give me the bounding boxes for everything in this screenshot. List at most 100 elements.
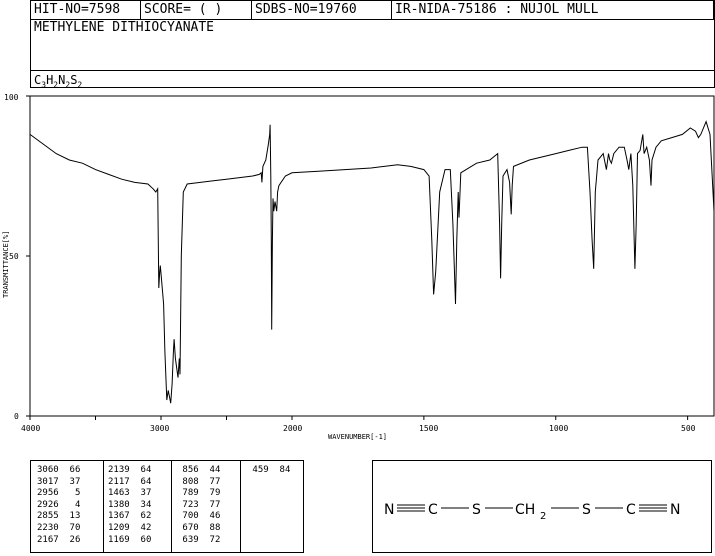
structure-panel: N C S CH 2 S C N	[372, 460, 712, 553]
peak-wavenumber: 789	[177, 488, 199, 499]
group-ch2: CH	[515, 502, 535, 518]
peak-row: 670 88	[177, 523, 220, 535]
peak-transmittance: 64	[129, 476, 152, 487]
peak-transmittance: 62	[129, 511, 152, 522]
peak-transmittance: 70	[58, 522, 81, 533]
peak-transmittance: 88	[198, 522, 221, 533]
subscript-2: 2	[540, 511, 546, 522]
peak-transmittance: 13	[58, 511, 81, 522]
peak-wavenumber: 2167	[37, 534, 59, 545]
header-panel: HIT-NO=7598 SCORE= ( ) SDBS-NO=19760 IR-…	[30, 0, 715, 89]
peak-row: 2855 13	[37, 511, 80, 523]
peak-transmittance: 84	[268, 465, 291, 475]
molecular-formula: C3H2N2S2	[34, 73, 83, 90]
peak-column-4: 459 84	[247, 465, 290, 477]
peak-column-1: 3060 66 3017 37 2956 5 2926 4 2855 13 2230 70…	[37, 465, 80, 546]
peak-wavenumber: 700	[177, 511, 199, 522]
peak-row: 3017 37	[37, 477, 80, 489]
peak-row: 3060 66	[37, 465, 80, 477]
y-tick-label: 100	[4, 93, 19, 102]
peak-row: 808 77	[177, 477, 220, 489]
peak-transmittance: 66	[58, 465, 81, 475]
score-field: SCORE= ( )	[141, 1, 252, 19]
x-tick-label: 4000	[21, 424, 40, 433]
peak-wavenumber: 2855	[37, 511, 59, 522]
peak-transmittance: 79	[198, 488, 221, 499]
peak-row: 1209 42	[108, 523, 151, 535]
x-tick-label: 2000	[283, 424, 302, 433]
peak-wavenumber: 2117	[108, 476, 130, 487]
peak-transmittance: 37	[129, 488, 152, 499]
peak-wavenumber: 459	[247, 465, 269, 475]
x-axis-label: WAVENUMBER[-1]	[328, 433, 387, 441]
plot-frame	[29, 95, 715, 417]
header-divider-bottom	[31, 70, 714, 71]
sdbs-number: SDBS-NO=19760	[252, 1, 392, 19]
peak-wavenumber: 3060	[37, 465, 59, 475]
peak-wavenumber: 1367	[108, 511, 130, 522]
atom-s: S	[472, 502, 481, 518]
peak-wavenumber: 3017	[37, 476, 59, 487]
peak-row: 789 79	[177, 488, 220, 500]
atom-s: S	[582, 502, 591, 518]
peak-transmittance: 26	[58, 534, 81, 545]
structure-diagram: N C S CH 2 S C N	[384, 502, 680, 522]
peak-wavenumber: 1209	[108, 522, 130, 533]
peak-wavenumber: 856	[177, 465, 199, 475]
peak-row: 1463 37	[108, 488, 151, 500]
peak-wavenumber: 670	[177, 522, 199, 533]
peak-wavenumber: 1380	[108, 499, 130, 510]
y-tick-label: 50	[9, 252, 19, 261]
peak-wavenumber: 2926	[37, 499, 59, 510]
peak-row: 1380 34	[108, 500, 151, 512]
peak-transmittance: 60	[129, 534, 152, 545]
peak-transmittance: 34	[129, 499, 152, 510]
peak-transmittance: 5	[58, 488, 81, 499]
peak-row: 700 46	[177, 511, 220, 523]
peak-row: 2139 64	[108, 465, 151, 477]
peak-row: 2926 4	[37, 500, 80, 512]
header-divider-top	[31, 19, 714, 20]
peak-wavenumber: 723	[177, 499, 199, 510]
column-divider	[103, 461, 104, 553]
atom-n: N	[384, 502, 394, 518]
peak-row: 639 72	[177, 535, 220, 547]
x-tick-label: 500	[681, 424, 696, 433]
hit-number: HIT-NO=7598	[31, 1, 141, 19]
peak-row: 459 84	[247, 465, 290, 477]
peak-row: 723 77	[177, 500, 220, 512]
column-divider	[171, 461, 172, 553]
y-tick-label: 0	[14, 412, 19, 421]
atom-n: N	[670, 502, 680, 518]
column-divider	[240, 461, 241, 553]
peak-column-2: 2139 64 2117 64 1463 37 1380 34 1367 62 1209 …	[108, 465, 151, 546]
ir-spectrum-chart: 100 50 0 4000 3000 2000 1500 1000 500 WA…	[2, 93, 715, 441]
x-tick-label: 1500	[419, 424, 438, 433]
peak-transmittance: 64	[129, 465, 152, 475]
peak-row: 2117 64	[108, 477, 151, 489]
peak-transmittance: 42	[129, 522, 152, 533]
atom-c: C	[626, 502, 636, 518]
peak-wavenumber: 2230	[37, 522, 59, 533]
peak-row: 2230 70	[37, 523, 80, 535]
atom-c: C	[428, 502, 438, 518]
peak-row: 1169 60	[108, 535, 151, 547]
x-tick-label: 1000	[549, 424, 568, 433]
ir-nida-number: IR-NIDA-75186 : NUJOL MULL	[392, 1, 714, 19]
peak-transmittance: 72	[198, 534, 221, 545]
spectrum-line	[29, 120, 715, 404]
peak-wavenumber: 1463	[108, 488, 130, 499]
peak-wavenumber: 1169	[108, 534, 130, 545]
peak-transmittance: 46	[198, 511, 221, 522]
compound-name: METHYLENE DITHIOCYANATE	[34, 20, 215, 35]
peak-wavenumber: 2956	[37, 488, 59, 499]
peak-row: 1367 62	[108, 511, 151, 523]
peak-wavenumber: 639	[177, 534, 199, 545]
x-tick-label: 3000	[150, 424, 169, 433]
peak-row: 856 44	[177, 465, 220, 477]
peak-table: 3060 66 3017 37 2956 5 2926 4 2855 13 2230 70…	[30, 460, 304, 553]
peak-row: 2956 5	[37, 488, 80, 500]
peak-wavenumber: 2139	[108, 465, 130, 475]
peak-transmittance: 37	[58, 476, 81, 487]
peak-wavenumber: 808	[177, 476, 199, 487]
